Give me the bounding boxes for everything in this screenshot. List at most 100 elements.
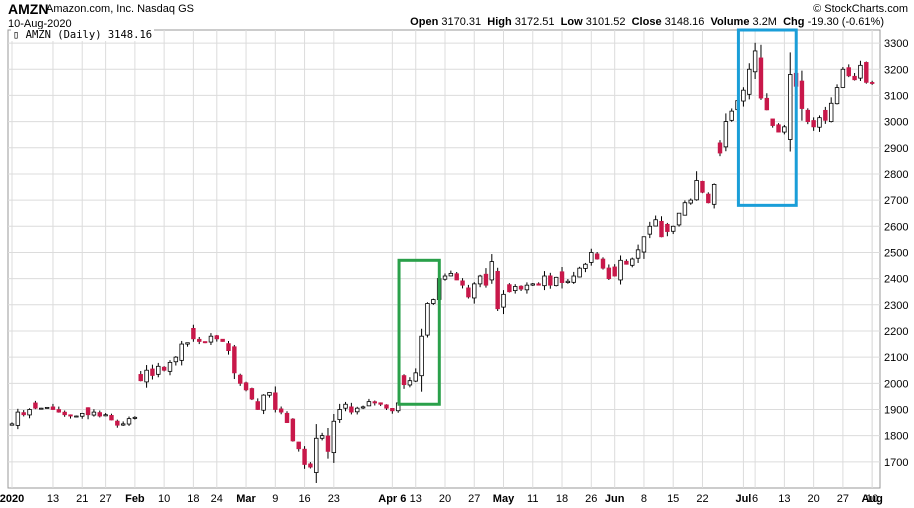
candle-body — [840, 68, 846, 88]
company-name: Amazon.com, Inc. Nasdaq GS — [46, 3, 194, 15]
candle-body — [191, 328, 196, 340]
green-highlight-box — [397, 258, 441, 406]
candle-body — [237, 374, 243, 384]
y-tick-label: 2400 — [884, 274, 908, 286]
x-tick-label: 18 — [556, 493, 568, 505]
candle-body — [764, 97, 770, 111]
candle-body — [782, 126, 787, 133]
candle-body — [91, 411, 97, 416]
candle-body — [132, 416, 138, 419]
candle-body — [39, 407, 44, 410]
candle-body — [33, 402, 38, 409]
candle-body — [384, 404, 389, 409]
candle-body — [752, 50, 758, 73]
candle-body — [624, 260, 629, 265]
y-tick-label: 2900 — [884, 143, 908, 155]
candle-body — [278, 408, 284, 413]
ohlc-summary: Open 3170.31 High 3172.51 Low 3101.52 Cl… — [410, 16, 884, 28]
x-tick-label: 20 — [439, 493, 451, 505]
candle-body — [232, 346, 237, 374]
candle-body — [723, 121, 729, 148]
candle-body — [425, 303, 430, 336]
candle-body — [319, 435, 325, 439]
candle-body — [226, 343, 231, 352]
candle-body — [758, 57, 764, 99]
candle-body — [167, 361, 173, 372]
candle-body — [115, 420, 120, 426]
candle-body — [448, 272, 454, 277]
y-tick-label: 3300 — [884, 38, 908, 50]
legend-text: AMZN (Daily) 3148.16 — [25, 29, 153, 41]
candle-body — [811, 120, 816, 128]
candle-body — [676, 212, 682, 226]
candle-body — [442, 275, 448, 280]
candle-body — [688, 199, 693, 204]
candle-body — [50, 406, 56, 410]
candle-body — [466, 287, 471, 298]
candle-body — [109, 415, 114, 421]
x-tick-label: 11 — [527, 493, 538, 505]
candle-body — [331, 420, 337, 454]
candle-body — [858, 64, 863, 79]
x-tick-label: Jul — [735, 493, 751, 505]
y-tick-label: 1900 — [884, 404, 908, 416]
candle-body — [834, 87, 840, 105]
candle-body — [261, 394, 266, 411]
candle-body — [360, 406, 366, 409]
x-tick-label: 10 — [158, 493, 170, 505]
candle-body — [220, 338, 225, 342]
x-tick-label: 10 — [866, 493, 878, 505]
candle-body — [401, 375, 407, 386]
candle-body — [536, 283, 541, 286]
candle-body — [454, 273, 459, 281]
candle-body — [717, 142, 723, 154]
candle-body — [413, 372, 418, 382]
candle-body — [577, 267, 582, 278]
plot-area — [7, 29, 881, 489]
candle-body — [869, 82, 875, 84]
candle-body — [9, 423, 15, 426]
candle-body — [290, 418, 296, 442]
candle-body — [630, 258, 635, 266]
ticker-symbol: AMZN — [8, 1, 49, 17]
candle-body — [747, 68, 752, 95]
candle-body — [507, 284, 512, 293]
brand-link[interactable]: © StockCharts.com — [813, 3, 908, 15]
y-tick-label: 2800 — [884, 169, 908, 181]
candle-body — [325, 435, 331, 452]
x-tick-label: 27 — [837, 493, 849, 505]
candle-body — [144, 369, 149, 383]
candle-body — [770, 118, 775, 126]
x-tick-label: 26 — [585, 493, 597, 505]
y-tick-label: 1700 — [884, 457, 908, 469]
candle-body — [659, 220, 664, 238]
candle-body — [741, 89, 746, 102]
candle-body — [460, 280, 465, 286]
candle-body — [349, 406, 354, 413]
candle-body — [249, 388, 255, 400]
candle-body — [530, 283, 535, 286]
x-tick-label: 13 — [778, 493, 790, 505]
candle-body — [156, 365, 161, 375]
x-tick-label: 13 — [410, 493, 422, 505]
x-tick-label: 21 — [76, 493, 88, 505]
candle-body — [700, 180, 705, 193]
candle-body — [852, 75, 857, 81]
x-tick-label: 27 — [468, 493, 480, 505]
candle-body — [665, 223, 670, 232]
candle-body — [62, 411, 67, 416]
candle-body — [641, 236, 647, 253]
candle-body — [711, 184, 717, 205]
candle-body — [407, 380, 413, 386]
y-tick-label: 2000 — [884, 378, 908, 390]
candle-body — [647, 225, 653, 235]
candle-body — [202, 341, 208, 344]
candle-body — [355, 407, 360, 413]
candle-body — [483, 273, 489, 286]
x-tick-label: 23 — [328, 493, 340, 505]
candle-body — [788, 74, 793, 140]
candle-body — [817, 117, 822, 128]
y-tick-label: 2200 — [884, 326, 908, 338]
candle-body — [68, 414, 73, 417]
